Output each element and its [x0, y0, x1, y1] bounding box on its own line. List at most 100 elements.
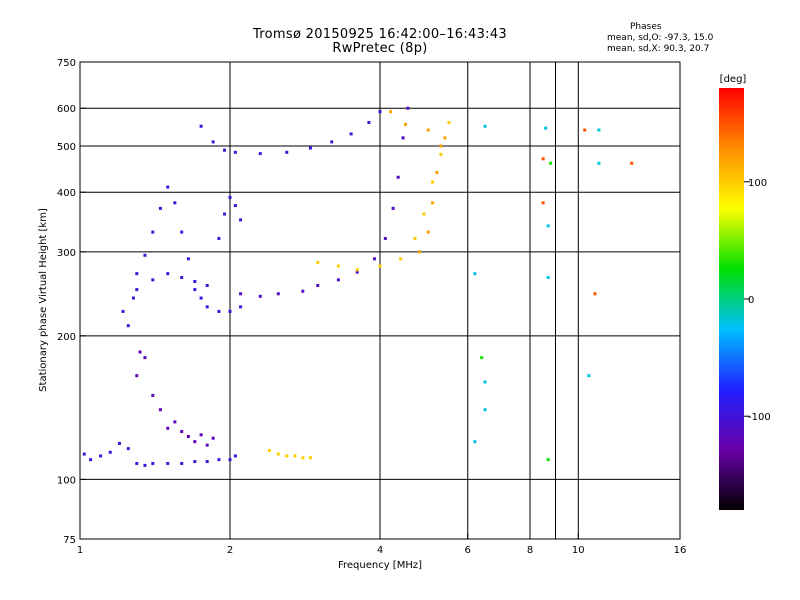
data-point — [166, 426, 170, 430]
data-point — [186, 435, 190, 439]
data-point — [143, 253, 147, 257]
data-point — [422, 212, 426, 216]
chart-subtitle: RwPretec (8p) — [332, 41, 428, 56]
data-point — [403, 122, 407, 126]
data-point — [180, 276, 184, 280]
data-point — [399, 257, 403, 261]
data-point — [285, 150, 289, 154]
y-axis-label: Stationary phase Virtual Height [km] — [38, 208, 49, 392]
data-point — [205, 283, 209, 287]
data-point — [211, 436, 215, 440]
data-point — [217, 309, 221, 313]
data-point — [336, 278, 340, 282]
data-point — [117, 441, 121, 445]
data-point — [483, 124, 487, 128]
data-point — [180, 461, 184, 465]
y-tick-label: 750 — [57, 58, 76, 69]
data-point — [447, 121, 451, 125]
data-point — [473, 440, 477, 444]
data-point — [480, 356, 484, 360]
data-point — [316, 283, 320, 287]
data-point — [378, 264, 382, 268]
data-point — [267, 448, 271, 452]
y-axis-ticks: 75 100 200 300 400 500 600 750 — [57, 58, 86, 546]
data-point — [233, 454, 237, 458]
data-points — [82, 106, 634, 467]
data-point — [143, 356, 147, 360]
data-point — [205, 443, 209, 447]
data-point — [199, 124, 203, 128]
data-point — [82, 452, 86, 456]
data-point — [205, 460, 209, 464]
data-point — [378, 110, 382, 114]
y-tick-label: 600 — [57, 104, 76, 115]
data-point — [383, 236, 387, 240]
data-point — [151, 230, 155, 234]
data-point — [151, 393, 155, 397]
data-point — [308, 456, 312, 460]
data-point — [391, 206, 395, 210]
data-point — [316, 260, 320, 264]
data-point — [301, 456, 305, 460]
data-point — [426, 230, 430, 234]
data-point — [199, 433, 203, 437]
data-point — [217, 236, 221, 240]
data-point — [193, 279, 197, 283]
data-point — [228, 309, 232, 313]
x-tick-label: 8 — [527, 545, 533, 556]
data-point — [293, 454, 297, 458]
data-point — [406, 106, 410, 110]
data-point — [211, 140, 215, 144]
phase-x-stats: mean, sd,X: 90.3, 20.7 — [607, 44, 710, 54]
data-point — [233, 150, 237, 154]
data-point — [233, 204, 237, 208]
data-point — [166, 461, 170, 465]
phase-title: Phases — [630, 22, 662, 32]
y-tick-label: 400 — [57, 188, 76, 199]
x-tick-label: 2 — [227, 545, 233, 556]
data-point — [546, 224, 550, 228]
chart-title: Tromsø 20150925 16:42:00–16:43:43 — [252, 27, 508, 42]
colorbar-tick-label: 100 — [748, 178, 767, 189]
data-point — [630, 161, 634, 165]
grid-lines — [80, 62, 680, 539]
data-point — [355, 270, 359, 274]
data-point — [186, 257, 190, 261]
y-tick-label: 300 — [57, 248, 76, 259]
data-point — [367, 121, 371, 125]
data-point — [431, 180, 435, 184]
data-point — [121, 309, 125, 313]
colorbar-label: [deg] — [720, 74, 747, 85]
data-point — [217, 458, 221, 462]
data-point — [389, 110, 393, 114]
data-point — [417, 250, 421, 254]
data-point — [151, 461, 155, 465]
y-tick-label: 200 — [57, 332, 76, 343]
data-point — [180, 230, 184, 234]
data-point — [597, 128, 601, 132]
data-point — [597, 161, 601, 165]
data-point — [135, 461, 139, 465]
data-point — [166, 185, 170, 189]
x-tick-label: 4 — [377, 545, 383, 556]
data-point — [258, 152, 262, 156]
data-point — [544, 126, 548, 130]
data-point — [276, 292, 280, 296]
data-point — [396, 175, 400, 179]
data-point — [205, 305, 209, 309]
data-point — [199, 296, 203, 300]
data-point — [239, 292, 243, 296]
data-point — [193, 460, 197, 464]
data-point — [355, 268, 359, 272]
data-point — [349, 132, 353, 136]
colorbar-tick-label: -100 — [748, 412, 771, 423]
phase-o-stats: mean, sd,O: -97.3, 15.0 — [607, 33, 714, 43]
data-point — [443, 136, 447, 140]
data-point — [89, 458, 93, 462]
data-point — [546, 458, 550, 462]
data-point — [228, 458, 232, 462]
data-point — [435, 170, 439, 174]
data-point — [413, 236, 417, 240]
data-point — [108, 450, 112, 454]
